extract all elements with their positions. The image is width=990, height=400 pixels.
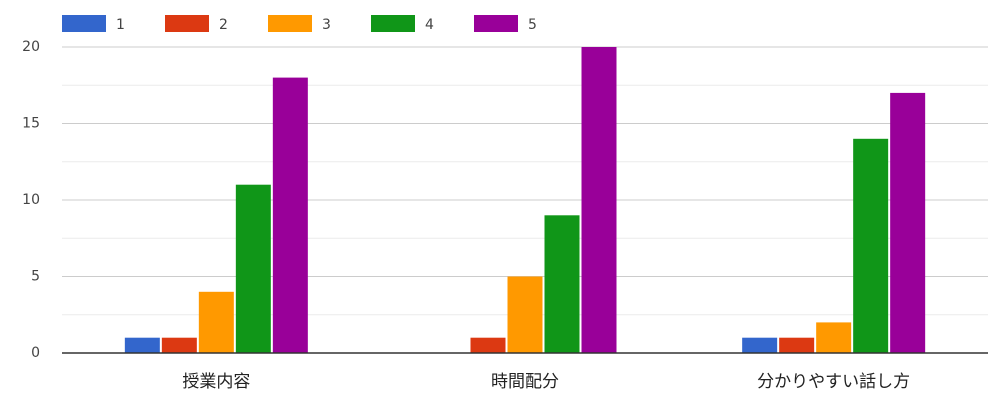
bar (272, 77, 308, 353)
gridlines (62, 46, 988, 316)
y-tick-label: 0 (31, 345, 40, 361)
legend-label: 2 (219, 17, 228, 33)
legend-swatch (165, 15, 209, 32)
bar (124, 337, 160, 353)
legend-label: 3 (322, 17, 331, 33)
axes: 0 5 10 15 20 授業内容 時間配分 分かりやすい話し方 (22, 39, 988, 392)
legend-swatch (371, 15, 415, 32)
bar (198, 291, 234, 353)
y-tick-label: 20 (22, 39, 40, 55)
legend-label: 1 (116, 17, 125, 33)
bar (779, 337, 815, 353)
legend: 1 2 3 4 5 (62, 15, 537, 33)
bar (470, 337, 506, 353)
bar (544, 215, 580, 353)
bar (161, 337, 197, 353)
bar (890, 92, 926, 354)
legend-label: 4 (425, 17, 434, 33)
y-tick-label: 5 (31, 269, 40, 285)
legend-label: 5 (528, 17, 537, 33)
bar (742, 337, 778, 353)
bar (507, 276, 543, 353)
x-category-label: 時間配分 (491, 372, 559, 392)
x-category-label: 分かりやすい話し方 (757, 372, 910, 392)
x-category-label: 授業内容 (182, 372, 250, 392)
legend-swatch (474, 15, 518, 32)
bar (581, 47, 617, 353)
y-tick-label: 15 (22, 116, 40, 132)
bars (124, 47, 926, 354)
bar (853, 138, 889, 353)
bar (816, 322, 852, 353)
bar (235, 184, 271, 353)
legend-swatch (268, 15, 312, 32)
legend-swatch (62, 15, 106, 32)
y-tick-label: 10 (22, 192, 40, 208)
